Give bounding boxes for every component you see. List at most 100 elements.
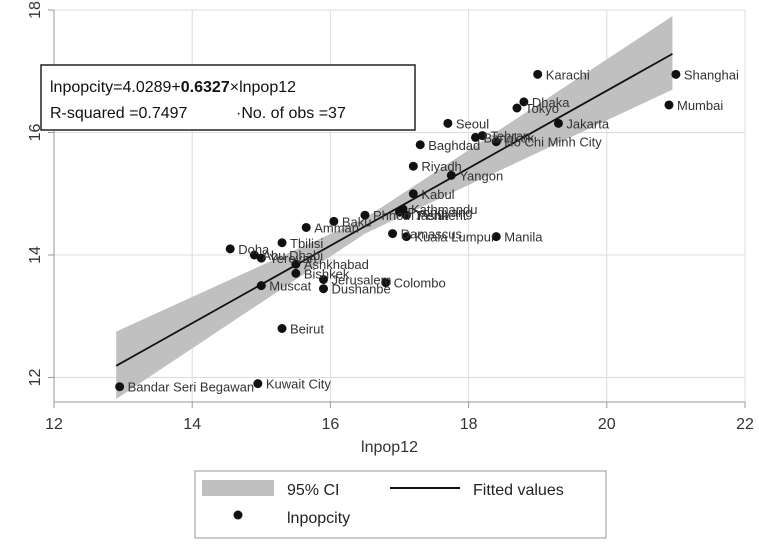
fit-line-layer bbox=[115, 53, 673, 367]
data-point bbox=[388, 229, 398, 239]
point-label: Colombo bbox=[394, 276, 446, 291]
x-tick-label: 18 bbox=[460, 416, 478, 433]
data-point bbox=[491, 232, 501, 242]
point-label: Yerevan bbox=[269, 251, 316, 266]
regression-formula: lnpopcity=4.0289+0.6327×lnpop12 bbox=[50, 79, 296, 96]
x-tick-label: 22 bbox=[736, 416, 754, 433]
data-point bbox=[512, 103, 522, 113]
data-point bbox=[277, 324, 287, 333]
data-point bbox=[471, 132, 481, 142]
legend-ci-label: 95% CI bbox=[287, 482, 339, 499]
point-label: Kuala Lumpur bbox=[414, 230, 496, 245]
point-label: Beirut bbox=[290, 322, 324, 337]
r-squared-text: R-squared =0.7497 bbox=[50, 105, 188, 122]
y-tick-label: 16 bbox=[27, 124, 44, 142]
data-point bbox=[408, 189, 418, 199]
grid-lines bbox=[53, 9, 746, 402]
x-axis-title: lnpop12 bbox=[361, 439, 418, 456]
point-label: Manila bbox=[504, 230, 543, 245]
data-point bbox=[408, 161, 418, 171]
data-point bbox=[491, 137, 501, 147]
point-label: Damascus bbox=[401, 227, 463, 242]
point-label: Jerusalem bbox=[331, 273, 391, 288]
data-point bbox=[415, 140, 425, 150]
data-point bbox=[553, 118, 563, 128]
data-point bbox=[256, 281, 266, 291]
point-label: Kuwait City bbox=[266, 377, 332, 392]
data-point bbox=[443, 118, 453, 128]
data-point bbox=[249, 250, 259, 260]
data-point bbox=[360, 210, 370, 220]
point-label: Tehran bbox=[490, 129, 530, 144]
point-label: Bangkok bbox=[484, 130, 535, 145]
data-point bbox=[318, 275, 328, 284]
point-label: Abu Dhabi bbox=[262, 248, 323, 263]
x-tick-label: 14 bbox=[183, 416, 201, 433]
point-label: Amman bbox=[314, 220, 359, 235]
data-point bbox=[671, 69, 681, 79]
formula-slope: 0.6327 bbox=[181, 79, 230, 96]
data-point bbox=[395, 207, 404, 217]
ci-band-layer bbox=[116, 16, 673, 399]
point-label: Kathmandu bbox=[411, 202, 478, 217]
x-tick-label: 20 bbox=[598, 416, 616, 433]
data-point bbox=[477, 131, 487, 141]
point-label: Shanghai bbox=[684, 67, 739, 82]
point-label: Ashkhabad bbox=[304, 257, 369, 272]
data-point bbox=[301, 222, 311, 232]
x-tick-label: 12 bbox=[45, 416, 63, 433]
formula-tail: ×lnpop12 bbox=[230, 79, 296, 96]
data-point bbox=[291, 268, 301, 278]
point-label: Mumbai bbox=[677, 98, 723, 113]
stats-box-frame bbox=[40, 64, 416, 131]
data-point bbox=[115, 382, 125, 392]
legend-ci-swatch bbox=[202, 480, 274, 496]
y-tick-label: 12 bbox=[27, 369, 44, 387]
point-label: Bandar Seri Begawan bbox=[128, 380, 254, 395]
data-point bbox=[291, 259, 301, 269]
point-label: Muscat bbox=[269, 279, 311, 294]
data-point bbox=[277, 238, 287, 248]
point-label: Baku bbox=[342, 214, 372, 229]
data-point bbox=[225, 244, 235, 254]
points-layer bbox=[115, 69, 681, 392]
legend: 95% CI Fitted values lnpopcity bbox=[194, 470, 607, 539]
ci-band bbox=[116, 16, 673, 399]
point-label: Phnom Penh bbox=[373, 208, 448, 223]
point-label: Kabul bbox=[421, 187, 454, 202]
point-label: Doha bbox=[238, 242, 270, 257]
data-point bbox=[401, 210, 411, 220]
point-label: Jakarta bbox=[566, 116, 609, 131]
y-tick-label: 18 bbox=[27, 1, 44, 19]
data-point bbox=[318, 284, 328, 294]
data-point bbox=[446, 170, 456, 180]
data-point bbox=[253, 379, 263, 389]
data-point bbox=[256, 253, 266, 263]
fitted-line bbox=[115, 53, 673, 367]
data-point bbox=[664, 100, 674, 110]
legend-point-swatch bbox=[233, 510, 243, 520]
point-label: Tbilisi bbox=[290, 236, 323, 251]
formula-intercept: lnpopcity=4.0289+ bbox=[50, 79, 181, 96]
data-point bbox=[381, 278, 391, 288]
point-label: Baghdad bbox=[428, 138, 480, 153]
legend-points-label: lnpopcity bbox=[287, 510, 350, 527]
data-point bbox=[401, 232, 411, 242]
point-label: Karachi bbox=[546, 67, 590, 82]
point-label: Pyongyang bbox=[408, 205, 473, 220]
point-label: Seoul bbox=[456, 116, 489, 131]
nobs-text: ·No. of obs =37 bbox=[236, 105, 346, 122]
regression-stats-box: lnpopcity=4.0289+0.6327×lnpop12 R-square… bbox=[40, 64, 416, 131]
point-label: Bishkek bbox=[304, 266, 350, 281]
y-tick-label: 14 bbox=[27, 246, 44, 264]
x-tick-label: 16 bbox=[322, 416, 340, 433]
point-label: Dhaka bbox=[532, 95, 570, 110]
legend-fit-label: Fitted values bbox=[473, 482, 564, 499]
data-point bbox=[533, 69, 543, 79]
point-label: Dushanbe bbox=[331, 282, 390, 297]
data-point bbox=[519, 97, 529, 107]
point-label: Ho Chi Minh City bbox=[504, 135, 602, 150]
point-label: Riyadh bbox=[421, 159, 461, 174]
